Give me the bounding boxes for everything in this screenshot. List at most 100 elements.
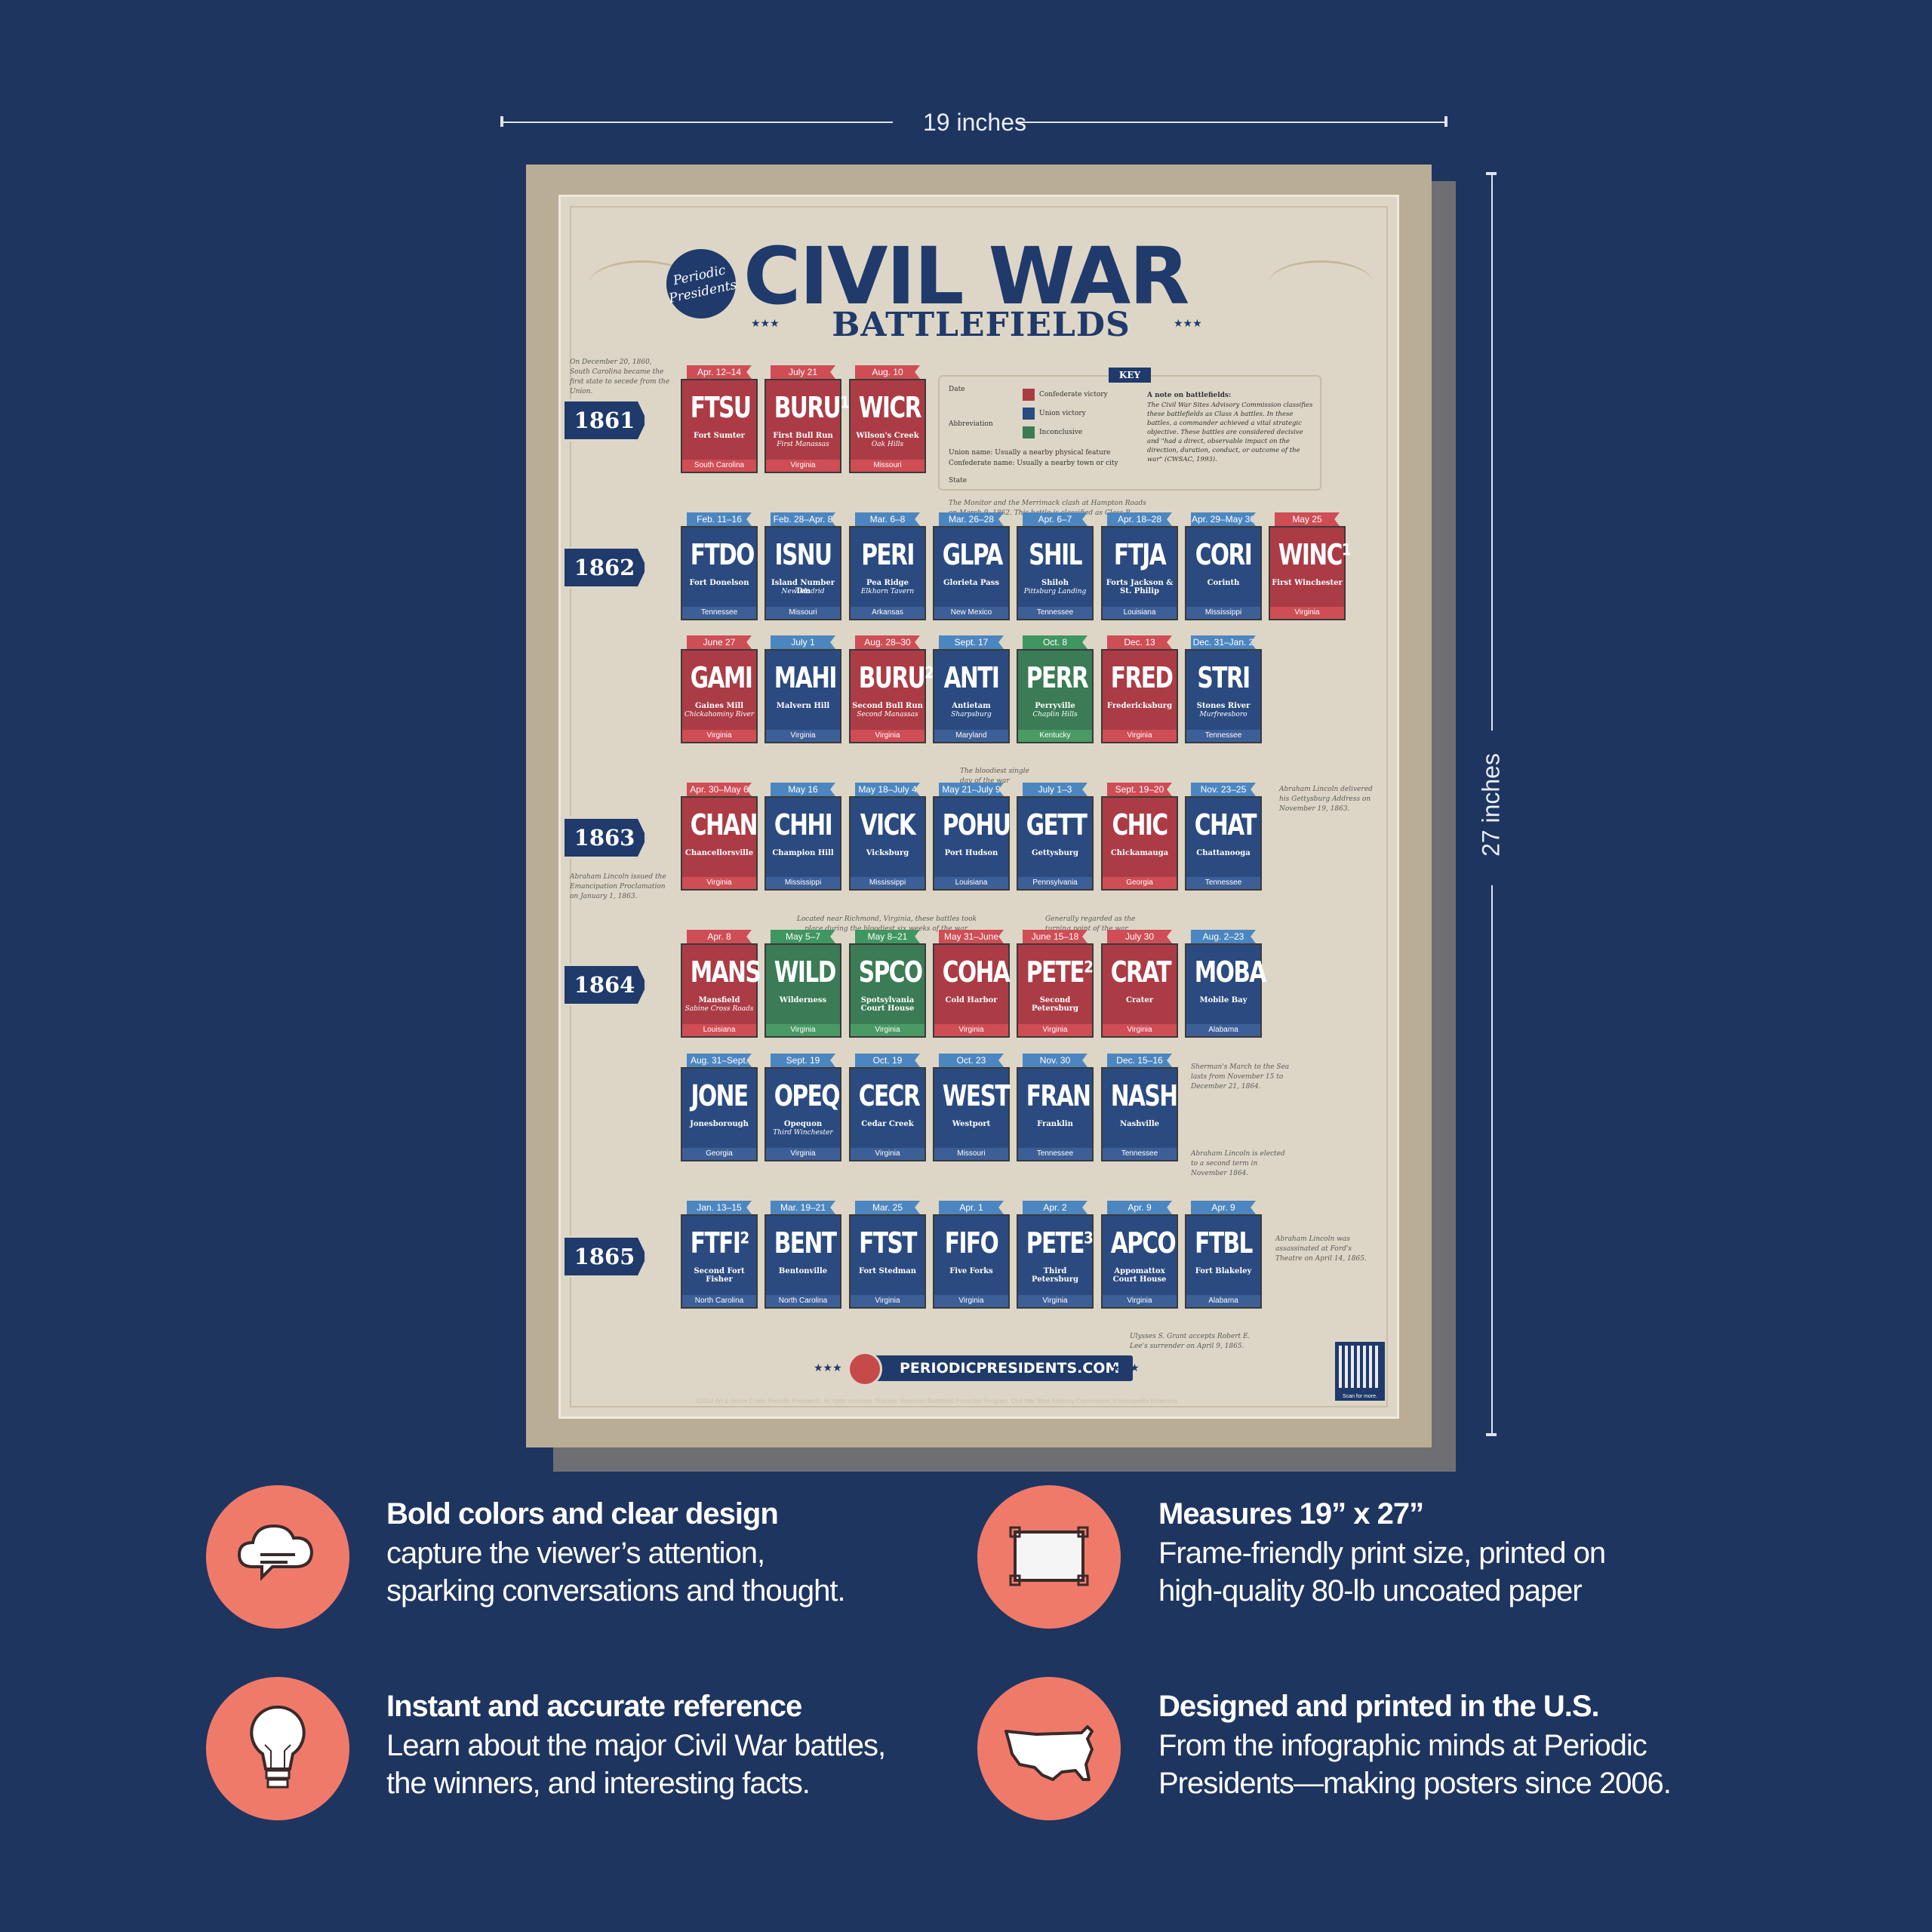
battle-name: Stones River [1196, 702, 1251, 710]
battle-state: Pennsylvania [1018, 877, 1092, 889]
battle-date: May 16 [771, 783, 835, 796]
feature-body-1b: sparking conversations and thought. [386, 1574, 846, 1607]
stars-icon: ★★★ [814, 1361, 842, 1374]
battle-name: Chickamauga [1110, 849, 1169, 857]
battle-abbreviation: WICR [858, 391, 922, 424]
battle-card: Jan. 13–15 FTFI² Second Fort Fisher North C… [681, 1201, 758, 1309]
lightbulb-icon [250, 1705, 306, 1789]
battle-state: Virginia [1103, 730, 1177, 742]
battle-alt-name: Oak Hills [871, 441, 904, 448]
battle-card: July 21 BURU¹ First Bull Run First Manassas… [764, 365, 850, 473]
width-dimension: 19 inches [500, 109, 1447, 136]
battle-name: Champion Hill [772, 849, 834, 857]
note-reelection: Abraham Lincoln is elected to a second t… [1191, 1150, 1285, 1177]
battle-name: Chancellorsville [685, 849, 754, 857]
battle-name: Port Hudson [944, 849, 998, 857]
battle-date: May 8–21 [855, 930, 920, 943]
battle-state: Mississippi [1186, 607, 1260, 619]
battle-state: Mississippi [766, 877, 840, 889]
battle-alt-name: Third Winchester [773, 1129, 833, 1137]
battle-card: Apr. 6–7 SHIL Shiloh Pittsburg Landing Tenne… [1017, 512, 1094, 620]
battle-abbreviation: WILD [774, 955, 837, 989]
battle-date: May 5–7 [771, 930, 835, 943]
battle-abbreviation: CHIC [1112, 808, 1168, 841]
battle-alt-name: First Manassas [777, 441, 829, 448]
battle-abbreviation: GAMI [690, 661, 753, 694]
note-sherman: Sherman's March to the Sea lasts from No… [1191, 1063, 1290, 1091]
battle-abbreviation: STRI [1197, 661, 1251, 694]
battle-date: Apr. 6–7 [1023, 512, 1088, 526]
battle-name: Fredericksburg [1106, 702, 1173, 710]
battle-card: Aug. 31–Sept. 1 JONE Jonesborough Georgia [681, 1054, 758, 1161]
note-antietam: The bloodiest single day of the war [960, 768, 1029, 785]
battle-date: Mar. 25 [855, 1201, 920, 1214]
battle-date: May 18–July 4 [855, 783, 920, 796]
battle-name: Pea Ridge [866, 579, 909, 587]
key-confederate-name: Confederate name: Usually a nearby town … [949, 460, 1118, 467]
battle-state: Kentucky [1018, 730, 1092, 742]
battle-state: Virginia [934, 1295, 1008, 1307]
battle-name: Spotsylvania Court House [860, 996, 915, 1013]
battle-date: Apr. 1 [939, 1201, 1004, 1214]
battle-date: Dec. 15–16 [1107, 1054, 1172, 1067]
feature-body-4b: Presidents—making posters since 2006. [1158, 1767, 1672, 1800]
battle-date: Jan. 13–15 [687, 1201, 752, 1214]
battle-state: Virginia [682, 730, 756, 742]
battle-card: Oct. 8 PERR Perryville Chaplin Hills Kentuck… [1017, 635, 1094, 743]
feature-circle [206, 1677, 349, 1820]
feature-circle [977, 1485, 1121, 1629]
stars-icon: ★★★ [751, 317, 780, 329]
battle-alt-name: Sharpsburg [951, 711, 992, 718]
battle-name: Second Petersburg [1031, 996, 1079, 1013]
battle-abbreviation: OPEQ [774, 1079, 841, 1112]
battle-date: Sept. 19 [771, 1054, 835, 1067]
battle-date: Mar. 6–8 [855, 512, 920, 526]
battle-state: Louisiana [682, 1024, 756, 1036]
battle-name: Gaines Mill [694, 702, 744, 710]
battle-date: Apr. 29–May 30 [1191, 512, 1256, 526]
battle-abbreviation: PETE² [1026, 955, 1094, 989]
frame-icon [1009, 1526, 1089, 1586]
right-flourish [1268, 260, 1374, 308]
battle-state: Georgia [682, 1148, 756, 1160]
battle-date: Sept. 17 [939, 635, 1004, 649]
battle-alt-name: Second Manassas [857, 711, 918, 718]
battle-date: July 30 [1107, 930, 1172, 943]
note-richmond: Located near Richmond, Virginia, these b… [796, 915, 977, 933]
battle-card: Apr. 8 MANS Mansfield Sabine Cross Roads Lou… [681, 930, 761, 1038]
key-union: Union victory [1039, 410, 1086, 417]
battle-name: Westport [952, 1120, 991, 1128]
battle-abbreviation: FTDO [690, 538, 755, 571]
feature-circle [977, 1677, 1121, 1820]
battle-date: Nov. 23–25 [1191, 783, 1256, 796]
year-marker-1865: 1865 [562, 1235, 647, 1278]
key-union-name: Union name: Usually a nearby physical fe… [949, 449, 1111, 457]
battle-name: Glorieta Pass [943, 579, 999, 587]
battle-state: Virginia [851, 730, 924, 742]
battle-name: Five Forks [949, 1267, 993, 1275]
key-state: State [949, 477, 968, 485]
note-emancipation: Abraham Lincoln issued the Emancipation … [570, 873, 666, 900]
battle-card: Apr. 2 PETE³ Third Petersburg Virginia [1017, 1201, 1094, 1309]
battle-name: Fort Donelson [689, 579, 749, 587]
battle-abbreviation: BENT [774, 1226, 837, 1260]
key-confederate: Confederate victory [1039, 391, 1108, 398]
battle-card: May 31–June 12 COHA Cold Harbor Virginia [933, 930, 1011, 1038]
battle-card: Apr. 29–May 30 CORI Corinth Mississippi [1185, 512, 1262, 620]
battle-card: Feb. 11–16 FTDO Fort Donelson Tennessee [681, 512, 758, 620]
battle-date: Oct. 8 [1023, 635, 1088, 649]
battle-date: Nov. 30 [1023, 1054, 1088, 1067]
battle-card: Mar. 25 FTST Fort Stedman Virginia [849, 1201, 926, 1309]
battle-name: Bentonville [778, 1267, 828, 1275]
battle-alt-name: Pittsburg Landing [1023, 588, 1087, 595]
battle-abbreviation: CHAN [690, 808, 758, 841]
note-surrender: Ulysses S. Grant accepts Robert E. Lee's… [1130, 1333, 1251, 1350]
battle-state: Virginia [766, 730, 840, 742]
battle-abbreviation: CECR [858, 1079, 921, 1112]
website-url[interactable]: PERIODICPRESIDENTS.COM [860, 1355, 1134, 1381]
qr-code-icon[interactable]: Scan for more. [1335, 1342, 1385, 1401]
year-marker-1862: 1862 [562, 546, 647, 589]
lincoln-portrait-icon [848, 1352, 882, 1386]
battle-state: Tennessee [1018, 1148, 1092, 1160]
battle-name: Corinth [1207, 579, 1240, 587]
